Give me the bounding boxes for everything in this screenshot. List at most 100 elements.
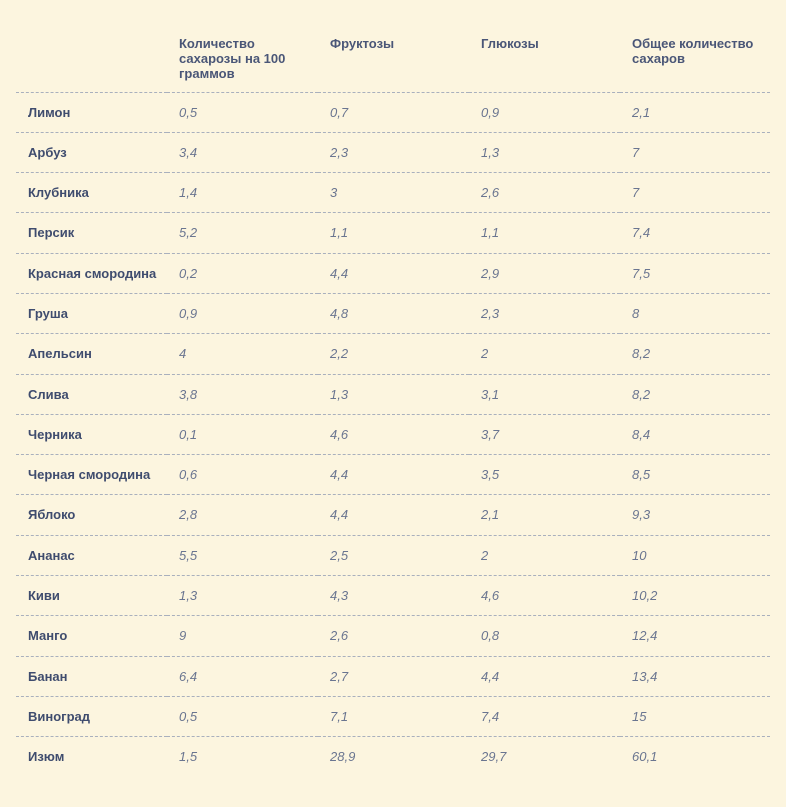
fruit-name-cell: Черника — [16, 414, 167, 454]
fructose-value-cell: 4,8 — [318, 293, 469, 333]
fructose-value-cell: 0,7 — [318, 92, 469, 132]
fruit-name-cell: Клубника — [16, 173, 167, 213]
glucose-value-cell: 0,9 — [469, 92, 620, 132]
table-row: Ананас 5,5 2,5 2 10 — [16, 535, 770, 575]
fruit-name-cell: Банан — [16, 656, 167, 696]
fructose-value-cell: 4,4 — [318, 253, 469, 293]
sucrose-value-cell: 0,1 — [167, 414, 318, 454]
total-sugars-value-cell: 9,3 — [620, 495, 770, 535]
fruit-name-cell: Красная смородина — [16, 253, 167, 293]
glucose-value-cell: 4,4 — [469, 656, 620, 696]
sugar-content-table: Количество сахарозы на 100 граммов Фрукт… — [16, 0, 770, 777]
sucrose-value-cell: 4 — [167, 334, 318, 374]
fructose-value-cell: 4,4 — [318, 495, 469, 535]
glucose-value-cell: 2 — [469, 535, 620, 575]
sucrose-value-cell: 1,4 — [167, 173, 318, 213]
glucose-value-cell: 1,3 — [469, 132, 620, 172]
table-header: Количество сахарозы на 100 граммов Фрукт… — [16, 0, 770, 92]
total-sugars-value-cell: 12,4 — [620, 616, 770, 656]
fructose-value-cell: 2,2 — [318, 334, 469, 374]
sucrose-value-cell: 0,9 — [167, 293, 318, 333]
glucose-value-cell: 2,1 — [469, 495, 620, 535]
header-cell-fructose: Фруктозы — [318, 0, 469, 92]
fructose-value-cell: 7,1 — [318, 696, 469, 736]
glucose-value-cell: 2,3 — [469, 293, 620, 333]
sucrose-value-cell: 1,3 — [167, 576, 318, 616]
table-row: Манго 9 2,6 0,8 12,4 — [16, 616, 770, 656]
table-row: Киви 1,3 4,3 4,6 10,2 — [16, 576, 770, 616]
fruit-name-cell: Черная смородина — [16, 455, 167, 495]
sucrose-value-cell: 5,2 — [167, 213, 318, 253]
table-body: Лимон 0,5 0,7 0,9 2,1 Арбуз 3,4 2,3 1,3 7 Клубника… — [16, 92, 770, 777]
total-sugars-value-cell: 7 — [620, 173, 770, 213]
page: Количество сахарозы на 100 граммов Фрукт… — [0, 0, 786, 777]
glucose-value-cell: 3,1 — [469, 374, 620, 414]
fruit-name-cell: Груша — [16, 293, 167, 333]
total-sugars-value-cell: 8 — [620, 293, 770, 333]
table-row: Черная смородина 0,6 4,4 3,5 8,5 — [16, 455, 770, 495]
fructose-value-cell: 4,6 — [318, 414, 469, 454]
table-row: Персик 5,2 1,1 1,1 7,4 — [16, 213, 770, 253]
fruit-name-cell: Ананас — [16, 535, 167, 575]
glucose-value-cell: 3,7 — [469, 414, 620, 454]
sucrose-value-cell: 0,5 — [167, 92, 318, 132]
sucrose-value-cell: 0,5 — [167, 696, 318, 736]
sucrose-value-cell: 3,4 — [167, 132, 318, 172]
glucose-value-cell: 7,4 — [469, 696, 620, 736]
glucose-value-cell: 1,1 — [469, 213, 620, 253]
total-sugars-value-cell: 7 — [620, 132, 770, 172]
glucose-value-cell: 2,6 — [469, 173, 620, 213]
header-cell-glucose: Глюкозы — [469, 0, 620, 92]
header-cell-sucrose: Количество сахарозы на 100 граммов — [167, 0, 318, 92]
table-row: Яблоко 2,8 4,4 2,1 9,3 — [16, 495, 770, 535]
total-sugars-value-cell: 8,2 — [620, 374, 770, 414]
sucrose-value-cell: 0,6 — [167, 455, 318, 495]
total-sugars-value-cell: 15 — [620, 696, 770, 736]
fructose-value-cell: 1,3 — [318, 374, 469, 414]
total-sugars-value-cell: 2,1 — [620, 92, 770, 132]
total-sugars-value-cell: 8,5 — [620, 455, 770, 495]
table-row: Черника 0,1 4,6 3,7 8,4 — [16, 414, 770, 454]
header-row: Количество сахарозы на 100 граммов Фрукт… — [16, 0, 770, 92]
table-row: Виноград 0,5 7,1 7,4 15 — [16, 696, 770, 736]
total-sugars-value-cell: 8,4 — [620, 414, 770, 454]
table-row: Арбуз 3,4 2,3 1,3 7 — [16, 132, 770, 172]
fruit-name-cell: Изюм — [16, 737, 167, 777]
table-row: Лимон 0,5 0,7 0,9 2,1 — [16, 92, 770, 132]
fructose-value-cell: 1,1 — [318, 213, 469, 253]
fructose-value-cell: 3 — [318, 173, 469, 213]
total-sugars-value-cell: 10 — [620, 535, 770, 575]
total-sugars-value-cell: 10,2 — [620, 576, 770, 616]
header-cell-fruit — [16, 0, 167, 92]
fruit-name-cell: Апельсин — [16, 334, 167, 374]
glucose-value-cell: 4,6 — [469, 576, 620, 616]
sucrose-value-cell: 0,2 — [167, 253, 318, 293]
glucose-value-cell: 29,7 — [469, 737, 620, 777]
total-sugars-value-cell: 7,4 — [620, 213, 770, 253]
table-row: Апельсин 4 2,2 2 8,2 — [16, 334, 770, 374]
header-cell-total-sugars: Общее количество сахаров — [620, 0, 770, 92]
table-row: Клубника 1,4 3 2,6 7 — [16, 173, 770, 213]
fructose-value-cell: 4,4 — [318, 455, 469, 495]
fructose-value-cell: 28,9 — [318, 737, 469, 777]
fruit-name-cell: Персик — [16, 213, 167, 253]
total-sugars-value-cell: 13,4 — [620, 656, 770, 696]
sucrose-value-cell: 1,5 — [167, 737, 318, 777]
fructose-value-cell: 2,3 — [318, 132, 469, 172]
fructose-value-cell: 2,6 — [318, 616, 469, 656]
fruit-name-cell: Виноград — [16, 696, 167, 736]
table-row: Груша 0,9 4,8 2,3 8 — [16, 293, 770, 333]
glucose-value-cell: 0,8 — [469, 616, 620, 656]
sucrose-value-cell: 2,8 — [167, 495, 318, 535]
table-row: Красная смородина 0,2 4,4 2,9 7,5 — [16, 253, 770, 293]
sucrose-value-cell: 6,4 — [167, 656, 318, 696]
fruit-name-cell: Слива — [16, 374, 167, 414]
fructose-value-cell: 2,5 — [318, 535, 469, 575]
fruit-name-cell: Яблоко — [16, 495, 167, 535]
fruit-name-cell: Киви — [16, 576, 167, 616]
total-sugars-value-cell: 7,5 — [620, 253, 770, 293]
total-sugars-value-cell: 8,2 — [620, 334, 770, 374]
total-sugars-value-cell: 60,1 — [620, 737, 770, 777]
table-row: Изюм 1,5 28,9 29,7 60,1 — [16, 737, 770, 777]
sucrose-value-cell: 3,8 — [167, 374, 318, 414]
